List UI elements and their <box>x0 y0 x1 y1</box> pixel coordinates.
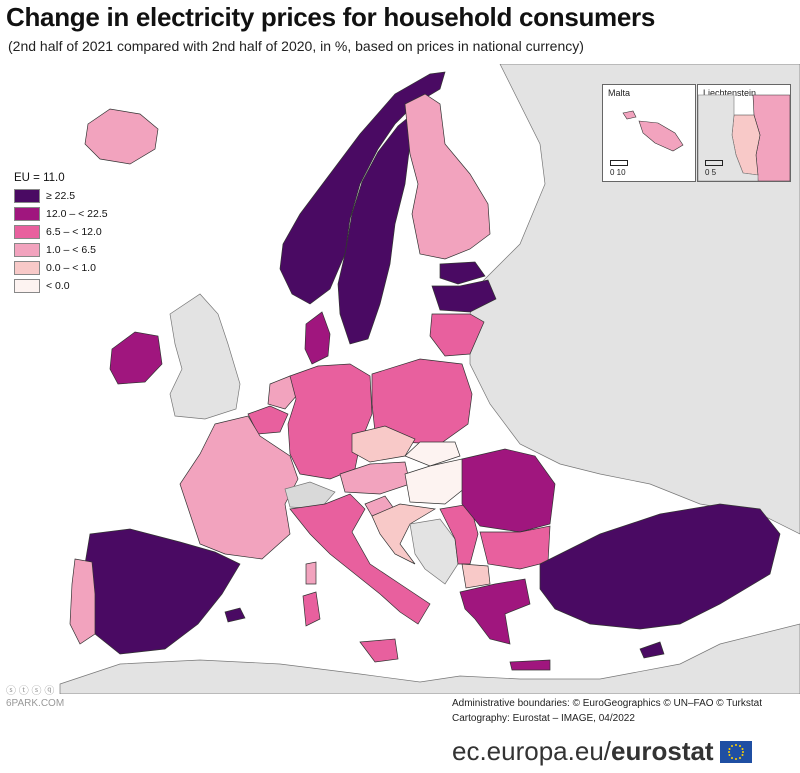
scale-label: 0 5 <box>705 168 717 177</box>
inset-label-liechtenstein: Liechtenstein <box>703 88 757 98</box>
map-credits: Administrative boundaries: © EuroGeograp… <box>452 696 762 726</box>
legend-label: < 0.0 <box>46 280 70 292</box>
france <box>179 415 299 560</box>
legend-label: 12.0 – < 22.5 <box>46 208 108 220</box>
watermark-line1: ⓢ ⓣ ⓢ ⓠ <box>6 686 55 697</box>
bulgaria <box>479 525 551 570</box>
portugal <box>69 558 96 645</box>
map-title: Change in electricity prices for househo… <box>6 2 656 32</box>
legend-swatch <box>14 225 40 239</box>
legend-item: ≥ 22.5 <box>14 187 108 205</box>
western-balkans <box>409 518 459 585</box>
north-africa <box>59 623 800 694</box>
liechtenstein-shape <box>698 94 790 181</box>
eurostat-footer: ec.europa.eu/eurostat <box>452 736 752 767</box>
netherlands <box>267 375 299 410</box>
italy <box>289 493 431 625</box>
malta-shape <box>622 110 684 152</box>
sweden <box>337 111 416 345</box>
north-macedonia <box>461 563 491 589</box>
legend-item: 12.0 – < 22.5 <box>14 205 108 223</box>
croatia <box>371 503 437 565</box>
finland <box>404 93 491 260</box>
lithuania <box>429 313 485 357</box>
legend-label: 0.0 – < 1.0 <box>46 262 96 274</box>
footer-brand[interactable]: eurostat <box>611 736 714 766</box>
sicily <box>359 638 399 663</box>
estonia <box>439 261 486 285</box>
credits-cartography: Cartography: Eurostat – IMAGE, 04/2022 <box>452 713 635 724</box>
ireland <box>109 331 163 385</box>
legend-item: 1.0 – < 6.5 <box>14 241 108 259</box>
liechtenstein-scale: 0 5 <box>705 160 723 177</box>
latvia <box>431 279 497 313</box>
legend-label: ≥ 22.5 <box>46 190 76 202</box>
inset-label-malta: Malta <box>608 88 631 98</box>
credits-boundaries: Administrative boundaries: © EuroGeograp… <box>452 698 763 709</box>
legend-label: 1.0 – < 6.5 <box>46 244 96 256</box>
corsica <box>305 561 317 585</box>
legend-swatch <box>14 243 40 257</box>
eu-flag-icon <box>719 740 752 763</box>
scale-label: 0 10 <box>610 168 626 177</box>
scale-bar <box>705 160 723 166</box>
legend-swatch <box>14 189 40 203</box>
malta-scale: 0 10 <box>610 160 628 177</box>
sardinia <box>302 591 321 627</box>
norway <box>279 71 446 305</box>
switzerland <box>284 481 336 510</box>
romania <box>461 448 556 533</box>
footer-url[interactable]: ec.europa.eu/ <box>452 736 612 766</box>
map-legend: EU = 11.0 ≥ 22.5 12.0 – < 22.5 6.5 – < 1… <box>14 172 108 295</box>
crete <box>509 659 551 671</box>
united-kingdom <box>169 293 241 420</box>
poland <box>371 358 473 445</box>
slovakia <box>404 441 461 467</box>
iceland <box>84 108 159 165</box>
legend-item: 0.0 – < 1.0 <box>14 259 108 277</box>
denmark <box>304 311 331 365</box>
balearic-islands <box>224 607 246 623</box>
legend-swatch <box>14 207 40 221</box>
scale-bar <box>610 160 628 166</box>
legend-title: EU = 11.0 <box>14 172 65 184</box>
liechtenstein-inset: Liechtenstein 0 5 <box>697 84 791 182</box>
watermark: ⓢ ⓣ ⓢ ⓠ 6PARK.COM <box>6 686 64 710</box>
cyprus <box>639 641 665 659</box>
turkey <box>539 503 781 630</box>
greece <box>459 578 531 645</box>
legend-swatch <box>14 261 40 275</box>
legend-label: 6.5 – < 12.0 <box>46 226 102 238</box>
legend-item: 6.5 – < 12.0 <box>14 223 108 241</box>
map-subtitle: (2nd half of 2021 compared with 2nd half… <box>8 38 584 54</box>
watermark-line2: 6PARK.COM <box>6 698 65 709</box>
legend-item: < 0.0 <box>14 277 108 295</box>
legend-swatch <box>14 279 40 293</box>
malta-inset: Malta 0 10 <box>602 84 696 182</box>
